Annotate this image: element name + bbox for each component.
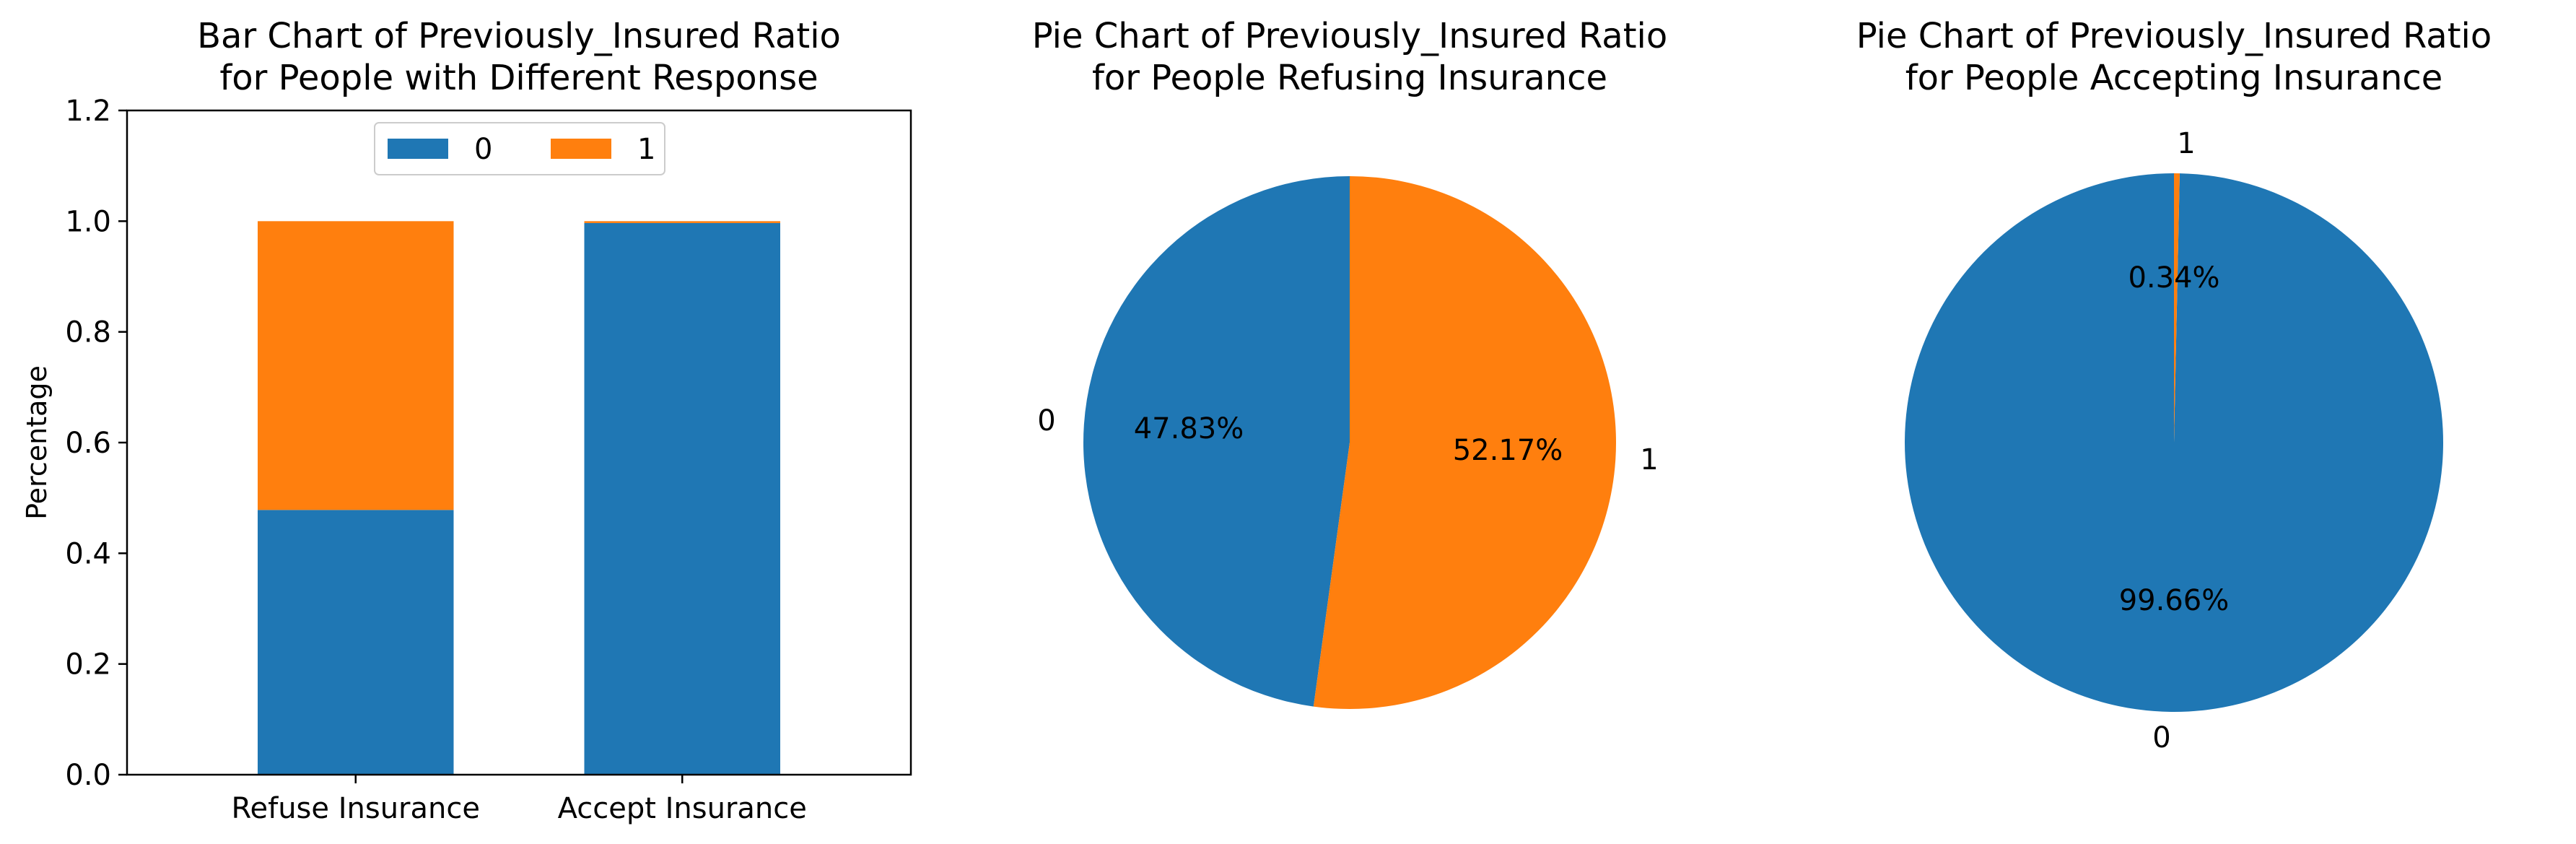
pie-percent-1: 52.17% bbox=[1453, 434, 1563, 467]
x-tick-label: Refuse Insurance bbox=[232, 792, 480, 825]
x-tick-label: Accept Insurance bbox=[558, 792, 807, 825]
chart-title: Bar Chart of Previously_Insured Ratiofor… bbox=[197, 16, 841, 98]
pie-slice-1 bbox=[1313, 176, 1616, 709]
y-tick-label: 0.8 bbox=[65, 316, 111, 349]
chart-title-line-1: Pie Chart of Previously_Insured Ratio bbox=[1856, 16, 2492, 56]
bar-refuse-insurance-series-0 bbox=[258, 510, 454, 775]
legend-box bbox=[374, 122, 665, 175]
pie-percent-0: 47.83% bbox=[1134, 412, 1244, 445]
bar-accept-insurance-series-0 bbox=[584, 222, 780, 775]
chart-title: Pie Chart of Previously_Insured Ratiofor… bbox=[1856, 16, 2492, 98]
pie-slice-1 bbox=[2174, 173, 2180, 443]
chart-title-line-1: Bar Chart of Previously_Insured Ratio bbox=[197, 16, 841, 56]
pie-chart-refusing-panel: Pie Chart of Previously_Insured Ratiofor… bbox=[1032, 16, 1667, 709]
chart-title: Pie Chart of Previously_Insured Ratiofor… bbox=[1032, 16, 1667, 98]
y-tick-label: 1.2 bbox=[65, 95, 111, 128]
y-tick-label: 0.6 bbox=[65, 427, 111, 460]
bar-refuse-insurance-series-1 bbox=[258, 221, 454, 510]
bar-chart-panel: Bar Chart of Previously_Insured Ratiofor… bbox=[21, 16, 912, 825]
y-tick-label: 0.0 bbox=[65, 759, 111, 792]
chart-title-line-2: for People Accepting Insurance bbox=[1905, 58, 2443, 98]
bar-accept-insurance-series-1 bbox=[584, 221, 780, 223]
pie-percent-0: 99.66% bbox=[2119, 584, 2230, 617]
chart-title-line-2: for People Refusing Insurance bbox=[1092, 58, 1607, 98]
pie-label-1: 1 bbox=[1640, 443, 1658, 477]
legend-label-0: 0 bbox=[474, 133, 492, 166]
pie-slice-0 bbox=[1083, 176, 1350, 707]
pie-percent-1: 0.34% bbox=[2128, 261, 2219, 295]
pie-label-1: 1 bbox=[2177, 127, 2195, 160]
pie-label-0: 0 bbox=[2152, 721, 2170, 754]
chart-title-line-2: for People with Different Response bbox=[219, 58, 818, 98]
y-tick-label: 1.0 bbox=[65, 205, 111, 238]
plot-frame bbox=[126, 109, 912, 776]
legend-swatch-0 bbox=[388, 139, 448, 159]
pie-label-0: 0 bbox=[1037, 404, 1055, 438]
y-tick-label: 0.2 bbox=[65, 648, 111, 682]
legend-swatch-1 bbox=[551, 139, 611, 159]
pie-slice-0 bbox=[1905, 173, 2444, 712]
y-axis-label: Percentage bbox=[21, 365, 53, 520]
chart-title-line-1: Pie Chart of Previously_Insured Ratio bbox=[1032, 16, 1667, 56]
pie-chart-accepting-panel: Pie Chart of Previously_Insured Ratiofor… bbox=[1856, 16, 2492, 754]
legend-label-1: 1 bbox=[637, 133, 655, 166]
y-tick-label: 0.4 bbox=[65, 537, 111, 570]
